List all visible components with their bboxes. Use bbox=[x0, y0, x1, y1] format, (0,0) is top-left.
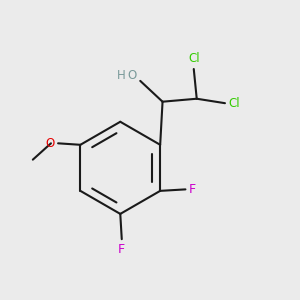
Text: F: F bbox=[118, 243, 125, 256]
Text: Cl: Cl bbox=[228, 97, 240, 110]
Text: F: F bbox=[188, 183, 196, 196]
Text: Cl: Cl bbox=[188, 52, 200, 65]
Text: O: O bbox=[45, 137, 55, 150]
Text: O: O bbox=[127, 69, 136, 82]
Text: H: H bbox=[117, 69, 125, 82]
